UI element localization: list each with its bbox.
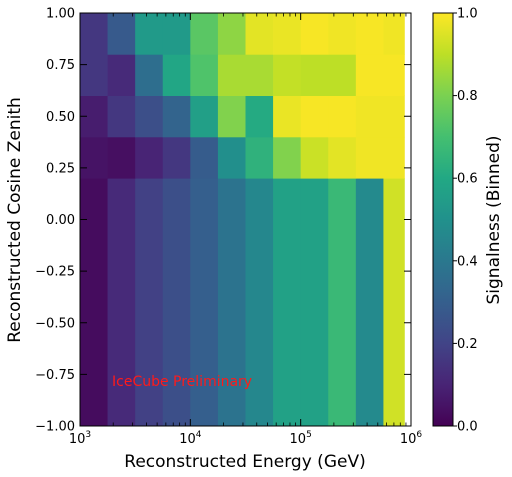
heatmap-cell: [383, 178, 405, 427]
heatmap-cell: [135, 95, 164, 138]
heatmap-cell: [135, 13, 164, 55]
y-tick-label: 0.50: [46, 110, 75, 125]
heatmap-cell: [300, 178, 329, 427]
heatmap-cell: [107, 178, 136, 427]
x-axis: 103 104 105 106: [69, 13, 423, 447]
heatmap-cell: [107, 54, 136, 96]
heatmap-cell: [245, 13, 274, 55]
y-tick-label: 0.00: [46, 213, 75, 228]
heatmap-cell: [300, 13, 329, 55]
heatmap-cell: [273, 136, 302, 179]
y-tick-label: 0.75: [46, 58, 75, 73]
annotation-layer: IceCube Preliminary: [112, 374, 252, 390]
heatmap-cell: [217, 95, 246, 138]
heatmap-cell: [162, 54, 191, 96]
y-tick-label: −1.00: [35, 420, 75, 435]
heatmap-cell: [328, 54, 357, 96]
heatmap-cell: [162, 13, 191, 55]
heatmap-cell: [190, 95, 219, 138]
colorbar-ticks: 0.0 0.2 0.4 0.6 0.8 1.0: [453, 7, 478, 435]
colorbar-tick-label: 0.2: [457, 337, 478, 352]
heatmap-cell: [328, 136, 357, 179]
heatmap-cell: [190, 136, 219, 179]
heatmap-cell: [328, 95, 357, 138]
y-tick-label: 1.00: [46, 7, 75, 22]
heatmap-cell: [217, 136, 246, 179]
colorbar-frame: [432, 12, 454, 427]
x-axis-label: Reconstructed Energy (GeV): [124, 452, 365, 472]
colorbar-tick-label: 0.8: [457, 89, 478, 104]
heatmap-cell: [135, 136, 164, 179]
heatmap-cell: [273, 13, 302, 55]
x-tick-label: 104: [179, 430, 202, 447]
annotation-icecube-preliminary: IceCube Preliminary: [112, 374, 252, 390]
heatmap-cell: [355, 13, 384, 55]
colorbar-gradient: [433, 13, 453, 426]
heatmap-cell: [190, 178, 219, 427]
heatmap-cell: [217, 54, 246, 96]
heatmap-cell: [162, 178, 191, 427]
heatmap-cell: [80, 136, 108, 179]
y-tick-label: −0.50: [35, 316, 75, 331]
heatmap-cell: [190, 54, 219, 96]
heatmap-cell: [162, 136, 191, 179]
colorbar-tick-label: 0.6: [457, 172, 478, 187]
x-tick-label: 105: [290, 430, 312, 447]
heatmap-cell: [300, 54, 329, 96]
heatmap-cell: [245, 95, 274, 138]
heatmap-cell: [355, 95, 384, 138]
colorbar-tick-label: 0.4: [457, 254, 478, 269]
heatmap-cell: [217, 13, 246, 55]
x-tick-label: 106: [400, 430, 423, 447]
heatmap-cells: [80, 13, 405, 427]
heatmap-cell: [80, 13, 108, 55]
heatmap-cell: [300, 136, 329, 179]
heatmap-cell: [135, 54, 164, 96]
heatmap-cell: [355, 178, 384, 427]
heatmap-cell: [273, 95, 302, 138]
heatmap-cell: [383, 13, 405, 55]
heatmap-cell: [135, 178, 164, 427]
heatmap-cell: [383, 54, 405, 96]
colorbar-label: Signalness (Binned): [484, 135, 504, 304]
heatmap-cell: [190, 13, 219, 55]
heatmap-cell: [273, 54, 302, 96]
heatmap-cell: [107, 95, 136, 138]
y-tick-label: −0.75: [35, 368, 75, 383]
heatmap-cell: [107, 13, 136, 55]
heatmap-cell: [162, 95, 191, 138]
heatmap-cell: [80, 54, 108, 96]
colorbar-tick-label: 1.0: [457, 7, 478, 22]
heatmap-cell: [328, 13, 357, 55]
heatmap-cell: [328, 178, 357, 427]
y-axis-label: Reconstructed Cosine Zenith: [5, 97, 25, 343]
colorbar: 0.0 0.2 0.4 0.6 0.8 1.0 Signalness (Binned): [432, 7, 504, 435]
heatmap-cell: [355, 54, 384, 96]
x-tick-label: 103: [69, 430, 91, 447]
heatmap-cell: [383, 95, 405, 138]
heatmap-cell: [245, 54, 274, 96]
y-tick-label: 0.25: [46, 161, 75, 176]
y-axis: −1.00 −0.75 −0.50 −0.25 0.00 0.25 0.50 0.75 1.00: [35, 7, 411, 435]
heatmap-cell: [383, 136, 405, 179]
colorbar-tick-label: 0.0: [457, 420, 478, 435]
heatmap-cell: [273, 178, 302, 427]
heatmap-cell: [300, 95, 329, 138]
heatmap-cell: [245, 178, 274, 427]
heatmap-cell: [355, 136, 384, 179]
heatmap-cell: [217, 178, 246, 427]
heatmap-cell: [245, 136, 274, 179]
y-tick-label: −0.25: [35, 265, 75, 280]
heatmap-cell: [80, 178, 108, 427]
heatmap-cell: [107, 136, 136, 179]
